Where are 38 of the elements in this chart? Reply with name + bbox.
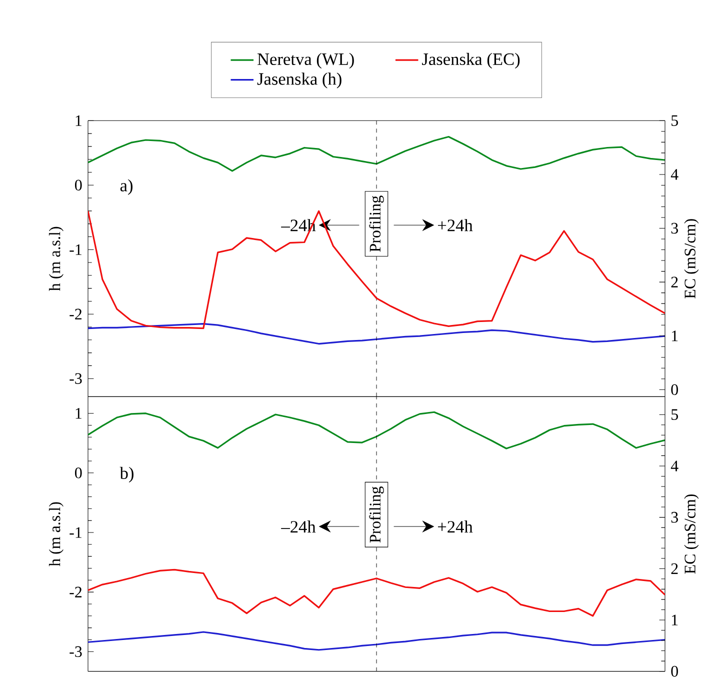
y-tick-label: -1 (70, 244, 82, 255)
y2-tick-label: 3 (671, 512, 678, 523)
y-tick-label: 0 (75, 468, 82, 478)
annotation: Profiling (369, 486, 384, 543)
y-tick-label: -3 (70, 373, 82, 384)
y2-tick-label: 2 (671, 563, 678, 574)
annotation: +24h (438, 219, 473, 232)
y2-tick-label: 4 (670, 460, 678, 472)
y2-tick-label: 5 (672, 115, 678, 126)
y2-tick-label: 0 (671, 666, 678, 677)
y-tick-label: -2 (70, 586, 82, 598)
y2-axis-title: EC (mS/cm) (684, 494, 699, 574)
annotation: b) (120, 466, 134, 483)
y-tick-label: 1 (76, 115, 82, 126)
y2-tick-label: 4 (670, 169, 678, 180)
y2-tick-label: 1 (672, 330, 678, 342)
y-tick-label: 0 (75, 180, 82, 191)
legend-label: Neretva (WL) (257, 52, 354, 69)
y2-tick-label: 0 (671, 384, 678, 396)
annotation: a) (120, 179, 132, 195)
y-tick-label: -2 (70, 308, 82, 320)
y2-tick-label: 3 (671, 222, 678, 234)
y2-axis-title: EC (mS/cm) (684, 219, 699, 298)
legend-label: Jasenska (EC) (422, 52, 520, 69)
y-tick-label: 1 (76, 408, 82, 419)
annotation: –24h (281, 520, 316, 533)
line-series (88, 568, 665, 617)
y-tick-label: -3 (70, 646, 82, 658)
legend-label: Jasenska (h) (257, 72, 342, 88)
line-series (88, 411, 665, 450)
y-axis-title: h (m a.s.l) (48, 502, 64, 566)
annotation: Profiling (369, 196, 384, 252)
y-axis-title: h (m a.s.l) (48, 226, 64, 291)
y2-tick-label: 5 (672, 409, 678, 420)
y2-tick-label: 2 (671, 276, 678, 288)
annotation: +24h (438, 520, 473, 533)
y-tick-label: -1 (70, 527, 82, 538)
y2-tick-label: 1 (672, 614, 678, 626)
